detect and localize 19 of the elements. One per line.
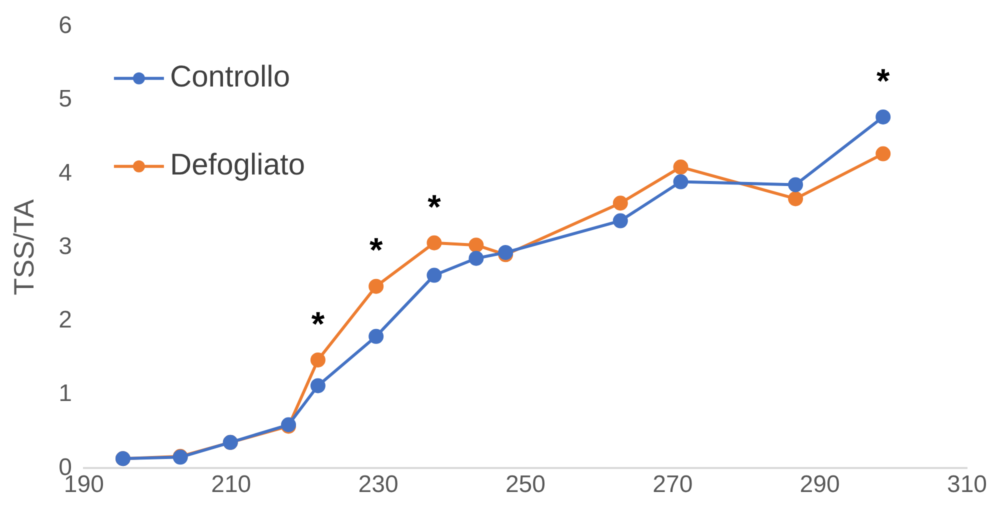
annotation: *	[369, 232, 384, 270]
y-tick-label: 2	[58, 306, 72, 334]
legend-label: Controllo	[170, 60, 290, 94]
x-tick-label: 250	[505, 471, 546, 498]
y-tick-label: 4	[58, 159, 72, 186]
annotation: *	[876, 62, 890, 100]
y-axis-title: TSS/TA	[8, 199, 40, 296]
y-tick-label: 1	[58, 380, 72, 408]
x-tick-label: 230	[358, 471, 398, 498]
annotation: *	[428, 188, 442, 226]
x-tick-label: 290	[800, 471, 840, 498]
y-tick-label: 5	[58, 86, 72, 113]
y-tick-label: 6	[58, 12, 72, 40]
legend-label: Defogliato	[170, 148, 306, 182]
x-tick-label: 270	[652, 471, 693, 498]
x-tick-label: 210	[211, 471, 252, 498]
x-tick-label: 310	[946, 471, 988, 498]
annotation: *	[311, 305, 326, 344]
y-tick-label: 3	[58, 232, 72, 260]
